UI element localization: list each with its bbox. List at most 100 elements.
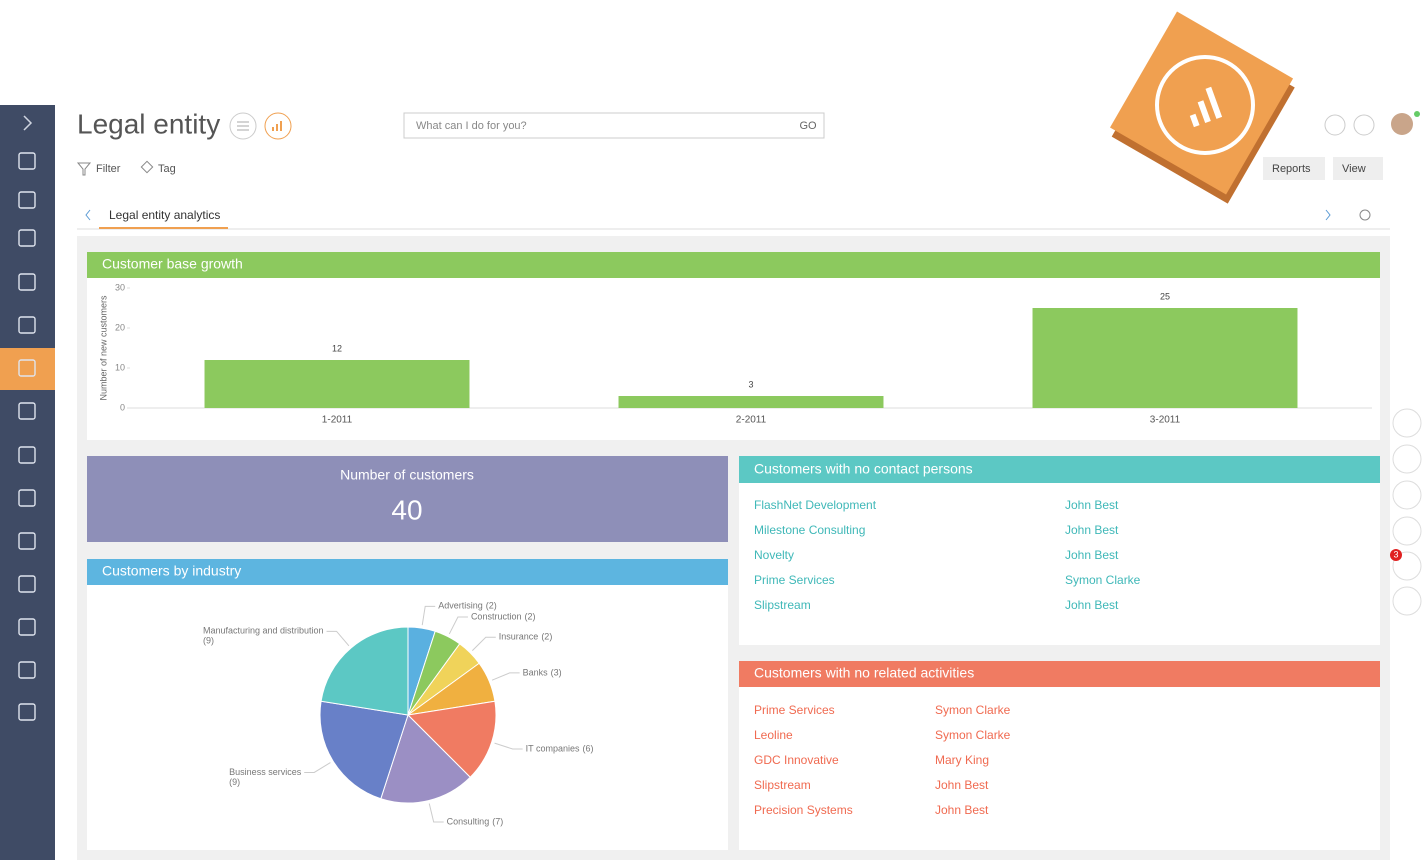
sidebar-icon[interactable] [18,229,36,247]
sidebar-icon[interactable] [18,661,36,679]
pie-value-label: (7) [492,816,503,826]
owner-link[interactable]: John Best [1065,498,1119,512]
leader-line [421,605,436,626]
customer-link[interactable]: Prime Services [754,703,835,717]
tag-icon [140,160,154,174]
list-view-button[interactable] [229,112,257,140]
sidebar-icon[interactable] [18,316,36,334]
pie-value-label: (2) [524,611,535,621]
reports-background [1263,157,1325,180]
customer-link[interactable]: Novelty [754,548,794,562]
analytics-view-button[interactable] [264,112,292,140]
search-box[interactable] [403,112,825,139]
pie-label: IT companies [526,743,580,753]
rail-button[interactable] [1392,586,1422,616]
metric-title: Number of customers [340,467,474,483]
owner-link[interactable]: John Best [1065,598,1119,612]
sidebar-active [0,348,55,390]
pie-value-label: (9) [203,636,214,646]
owner-link[interactable]: John Best [1065,548,1119,562]
sidebar-icon[interactable] [18,703,36,721]
owner-link[interactable]: John Best [935,778,989,792]
sidebar-icon[interactable] [18,191,36,209]
sidebar-icon[interactable] [18,152,36,170]
bar-panel-header [87,252,1380,278]
y-tick-label: 30 [115,282,125,292]
leader-line [428,803,444,823]
tab-prev[interactable] [85,209,91,221]
tab-label[interactable]: Legal entity analytics [109,208,220,222]
owner-link[interactable]: Symon Clarke [935,728,1011,742]
pie-label: Manufacturing and distribution [203,626,324,636]
x-tick-label: 1-2011 [322,415,353,426]
contacts-header [739,456,1380,483]
sidebar-icon[interactable] [18,402,36,420]
badge [1390,549,1402,561]
owner-link[interactable]: Symon Clarke [1065,573,1141,587]
avatar[interactable] [1391,113,1413,135]
activities-title: Customers with no related activities [754,665,974,681]
search-button[interactable]: GO [799,120,817,132]
leader-line [471,636,496,652]
tab-next[interactable] [1325,209,1331,221]
sidebar-icon[interactable] [18,489,36,507]
customer-link[interactable]: Slipstream [754,598,811,612]
pie-value-label: (2) [486,601,497,611]
pie-label: Advertising [438,601,483,611]
metric-value: 40 [391,494,422,525]
rail-button[interactable] [1392,516,1422,546]
sidebar-icon[interactable] [18,575,36,593]
contacts-title: Customers with no contact persons [754,461,973,477]
pie-value-label: (2) [541,632,552,642]
help-button[interactable] [1353,114,1375,136]
data-label: 25 [1160,291,1170,301]
sidebar-expand[interactable] [23,115,33,131]
reports-button[interactable]: Reports [1272,163,1311,175]
sidebar-icon[interactable] [18,359,36,377]
activities-header [739,661,1380,687]
filter-button[interactable]: Filter [96,163,121,175]
tab-settings[interactable] [1359,209,1371,221]
leader-line [304,762,331,773]
online-indicator [1414,111,1420,117]
customer-link[interactable]: Prime Services [754,573,835,587]
rail-button[interactable] [1392,408,1422,438]
pie-panel-header [87,559,728,585]
data-label: 3 [748,379,753,389]
tag-button[interactable]: Tag [158,163,176,175]
pie-value-label: (6) [582,743,593,753]
customer-link[interactable]: Leoline [754,728,793,742]
customer-link[interactable]: Precision Systems [754,803,853,817]
owner-link[interactable]: John Best [935,803,989,817]
bar-chart-title: Customer base growth [102,256,243,272]
filter-icon [76,162,92,176]
sidebar-icon[interactable] [18,446,36,464]
sidebar-icon[interactable] [18,273,36,291]
y-tick-label: 0 [120,402,125,412]
owner-link[interactable]: Symon Clarke [935,703,1011,717]
pie-value-label: (3) [551,667,562,677]
pie-label: Insurance [499,632,539,642]
owner-link[interactable]: John Best [1065,523,1119,537]
pie-slice [406,700,497,778]
leader-line [326,630,350,647]
pie-slice [320,626,409,716]
customer-link[interactable]: Slipstream [754,778,811,792]
owner-link[interactable]: Mary King [935,753,989,767]
sidebar-icons [18,152,36,721]
view-button[interactable]: View [1342,163,1366,175]
customer-link[interactable]: Milestone Consulting [754,523,865,537]
sidebar-icon[interactable] [18,532,36,550]
customer-link[interactable]: FlashNet Development [754,498,877,512]
badge-count: 3 [1393,549,1398,559]
rail-button[interactable] [1392,480,1422,510]
list-icon [237,121,249,131]
pie-label: Consulting [447,816,490,826]
sidebar-icon[interactable] [18,618,36,636]
x-tick-label: 2-2011 [736,415,767,426]
settings-button[interactable] [1324,114,1346,136]
customer-link[interactable]: GDC Innovative [754,753,839,767]
rail-button[interactable] [1392,444,1422,474]
pie-slice [380,714,471,804]
